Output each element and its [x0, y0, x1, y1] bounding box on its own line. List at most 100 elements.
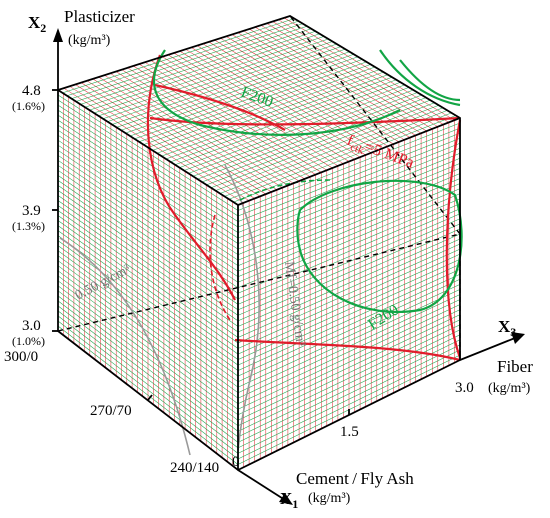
gray-density-contours	[59, 164, 260, 456]
hatch-line	[57, 180, 239, 305]
hatch-line	[237, 319, 461, 427]
hatch-line	[237, 193, 461, 289]
axis-arrows	[53, 28, 525, 505]
hatch-line	[57, 260, 239, 393]
x2-tick-low-pct: (1.0%)	[12, 334, 45, 348]
x3-axis-unit: (kg/m³)	[488, 381, 531, 396]
hatch-line	[224, 110, 448, 197]
hatch-line	[161, 74, 388, 157]
x2-axis-symbol: X2	[28, 13, 46, 35]
x2-tick-mid-pct: (1.3%)	[12, 219, 45, 233]
hatch-line	[237, 142, 461, 233]
tick-marks	[52, 89, 350, 415]
hatch-line	[57, 240, 239, 371]
hatch-line	[134, 59, 363, 140]
hatch-line	[188, 89, 414, 174]
hatch-line	[75, 25, 308, 102]
hatch-line	[102, 41, 333, 120]
hatch-line	[57, 185, 239, 311]
hatch-line	[165, 76, 393, 160]
hatch-line	[237, 203, 461, 300]
hatch-line	[219, 107, 444, 194]
hatch-line	[57, 175, 239, 300]
hatch-line	[237, 299, 461, 405]
top-face-green-hatching	[57, 15, 461, 206]
label-f200-top: F200	[239, 84, 276, 111]
hatch-line	[129, 56, 359, 137]
front-face-green-hatching	[237, 117, 461, 471]
hatch-line	[237, 314, 461, 421]
hatch-line	[237, 122, 461, 211]
hatch-line	[57, 235, 239, 366]
hatch-line	[170, 79, 397, 163]
hatch-line	[237, 304, 461, 410]
hatch-line	[89, 33, 320, 111]
hatch-line	[57, 325, 239, 465]
hatch-line	[237, 339, 461, 449]
hatch-line	[237, 349, 461, 460]
hatch-line	[237, 178, 461, 272]
hatch-line	[237, 173, 461, 266]
hatch-line	[120, 51, 350, 131]
hatch-line	[57, 165, 239, 289]
hatch-line	[57, 295, 239, 432]
hatch-line	[57, 225, 239, 355]
hatch-line	[237, 284, 461, 388]
hatch-line	[237, 198, 461, 294]
hatch-line	[237, 163, 461, 255]
hatch-line	[57, 160, 239, 283]
hatch-line	[237, 248, 461, 349]
hatch-line	[80, 28, 312, 105]
hatch-line	[237, 158, 461, 250]
front-face-red-hatching	[237, 118, 461, 470]
hatch-line	[237, 218, 461, 316]
hatch-line	[237, 263, 461, 366]
x3-axis-symbol: X3	[498, 317, 516, 339]
hatch-line	[143, 64, 371, 145]
x1-tick-240: 240/140	[170, 460, 219, 476]
hatch-line	[93, 36, 325, 114]
x1-tick-270: 270/70	[90, 403, 132, 419]
hatch-line	[107, 43, 337, 122]
hatch-line	[237, 183, 461, 278]
hatch-line	[57, 99, 239, 217]
x2-tick-high: 4.8	[22, 83, 41, 99]
hatch-line	[57, 134, 239, 255]
hatch-line	[57, 245, 239, 377]
hatch-line	[57, 290, 239, 427]
hatch-line	[215, 105, 439, 191]
hatch-line	[57, 205, 239, 333]
hatch-line	[57, 155, 239, 278]
hatch-line	[57, 139, 239, 261]
x2-axis-unit: (kg/m³)	[68, 33, 111, 48]
x1-axis-unit: (kg/m³)	[308, 491, 351, 506]
hatch-line	[237, 148, 461, 239]
hatch-line	[237, 228, 461, 327]
hatch-line	[237, 132, 461, 222]
hatch-line	[57, 230, 239, 360]
hatch-line	[116, 48, 346, 128]
hatch-line	[237, 274, 461, 377]
hatch-line	[237, 233, 461, 333]
hatch-line	[98, 38, 329, 117]
hatch-line	[152, 69, 380, 151]
x3-tick-3: 3.0	[455, 380, 474, 396]
hatch-line	[237, 208, 461, 305]
x2-tick-low: 3.0	[22, 318, 41, 334]
hatch-line	[57, 265, 239, 399]
hatch-line	[57, 320, 239, 460]
hatch-line	[237, 329, 461, 438]
hatch-line	[237, 309, 461, 416]
hatch-line	[57, 220, 239, 349]
hatch-line	[57, 280, 239, 416]
hatch-line	[237, 127, 461, 217]
hatch-line	[138, 61, 367, 143]
hatch-line	[57, 315, 239, 454]
hatch-line	[57, 310, 239, 449]
hatch-line	[210, 102, 435, 189]
hatch-line	[237, 279, 461, 382]
hatch-line	[57, 275, 239, 410]
hatch-line	[179, 84, 405, 168]
x2-axis-name: Plasticizer	[64, 7, 135, 26]
